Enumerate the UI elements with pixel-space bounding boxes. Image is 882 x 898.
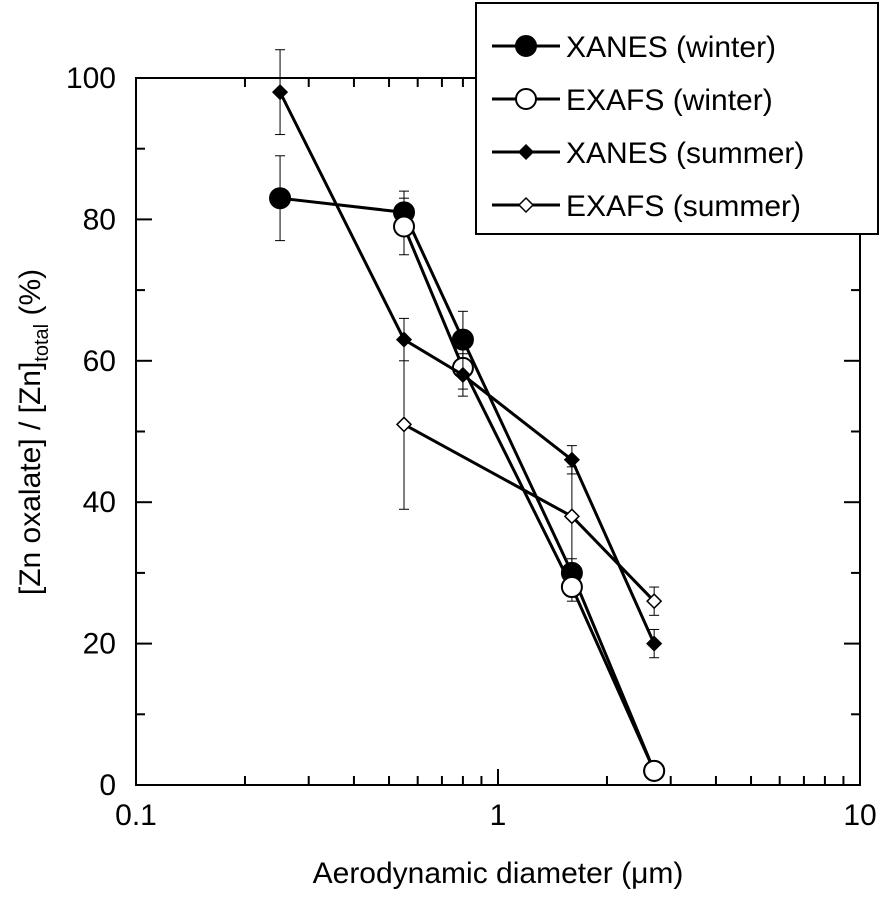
legend-item: EXAFS (summer)	[492, 190, 801, 223]
data-point	[646, 635, 663, 652]
legend-label: EXAFS (winter)	[566, 84, 773, 117]
y-tick-label: 100	[66, 62, 116, 95]
y-axis-title: [Zn oxalate] / [Zn]total (%)	[14, 269, 53, 595]
legend-label: XANES (winter)	[566, 31, 776, 64]
series-4	[395, 339, 663, 616]
series-line	[402, 225, 656, 772]
series-2	[393, 197, 666, 782]
legend-label: EXAFS (summer)	[566, 190, 801, 223]
y-tick-label: 60	[83, 345, 116, 378]
data-point	[393, 215, 416, 238]
data-point	[563, 508, 580, 525]
axis-tick-labels: 0 20 40 60 80 100 0.1 1 10	[66, 62, 877, 832]
data-point	[515, 88, 537, 110]
data-point	[646, 593, 663, 610]
data-point	[517, 196, 535, 214]
data-point	[271, 84, 289, 101]
y-tick-label: 20	[83, 628, 116, 661]
series-layer	[269, 49, 666, 782]
series-line	[279, 196, 656, 772]
legend-label: XANES (summer)	[566, 137, 804, 170]
data-point	[454, 366, 471, 384]
legend: XANES (winter) EXAFS (winter) XANES (summe…	[475, 2, 879, 235]
y-tick-label: 0	[99, 769, 116, 802]
data-point	[515, 35, 537, 57]
data-point	[560, 576, 583, 599]
x-tick-label: 1	[490, 799, 507, 832]
legend-item: XANES (summer)	[492, 137, 804, 170]
legend-box	[475, 2, 879, 235]
series-1	[269, 155, 666, 782]
series-line	[403, 423, 656, 603]
x-tick-label: 0.1	[115, 799, 157, 832]
y-tick-label: 80	[83, 203, 116, 236]
data-point	[643, 759, 666, 782]
legend-item: XANES (winter)	[492, 31, 776, 64]
data-point	[517, 143, 535, 161]
x-axis-title: Aerodynamic diameter (μm)	[313, 857, 684, 890]
legend-item: EXAFS (winter)	[492, 84, 773, 117]
x-tick-label: 10	[843, 799, 876, 832]
data-point	[395, 416, 413, 433]
data-point	[269, 187, 292, 210]
y-tick-label: 40	[83, 486, 116, 519]
